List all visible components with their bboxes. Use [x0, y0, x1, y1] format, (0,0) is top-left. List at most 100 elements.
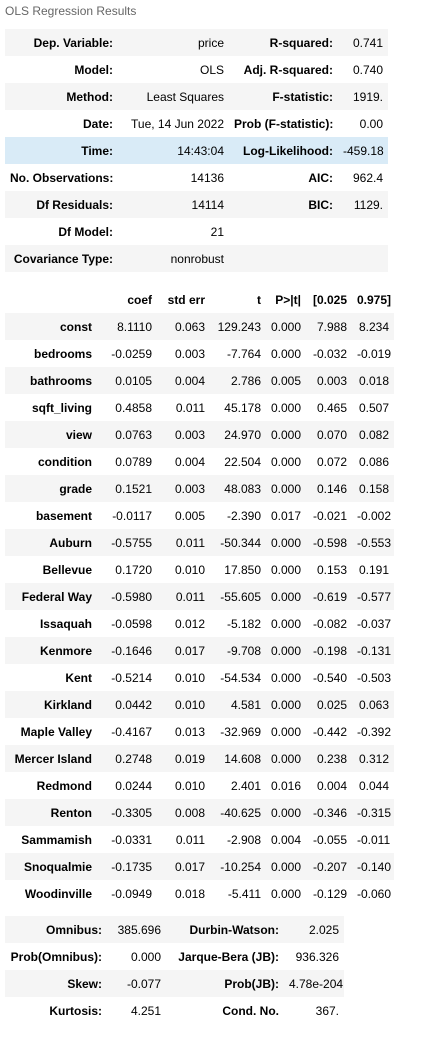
coefficient-value: -54.534: [220, 670, 261, 685]
summary-label: Adj. R-squared:: [243, 62, 333, 77]
coefficient-value: 0.000: [271, 481, 302, 496]
diagnostic-value: 367.: [315, 1003, 339, 1018]
coefficient-value: -10.254: [220, 859, 261, 874]
summary-row: Model: OLS Adj. R-squared: 0.740: [5, 56, 388, 83]
coefficient-value: -55.605: [220, 589, 261, 604]
variable-name: Sammamish: [21, 832, 92, 847]
column-header: [5, 284, 97, 313]
summary-table: Dep. Variable: price R-squared: 0.741 Model:…: [5, 29, 388, 272]
summary-label: [229, 245, 338, 272]
diagnostic-label: Skew:: [67, 976, 102, 991]
table-row: Kenmore -0.1646 0.017 -9.708 0.000 -0.198 -0.1…: [5, 637, 394, 664]
coefficient-value: 8.1110: [117, 319, 152, 334]
coefficient-value: 0.004: [316, 778, 347, 793]
coefficient-value: -0.598: [312, 535, 347, 550]
variable-name: bedrooms: [33, 346, 92, 361]
coefficient-value: 0.000: [271, 697, 302, 712]
variable-name: Kirkland: [43, 697, 92, 712]
coefficient-value: 0.003: [174, 481, 205, 496]
coefficient-value: 0.017: [174, 859, 205, 874]
coefficient-value: 0.008: [174, 805, 205, 820]
coefficient-value: 2.786: [230, 373, 261, 388]
column-header: coef: [127, 292, 152, 307]
summary-row: Df Residuals: 14114 BIC: 1129.: [5, 191, 388, 218]
column-header: [0.025: [312, 292, 347, 307]
table-row: basement -0.0117 0.005 -2.390 0.017 -0.021 -0.…: [5, 502, 394, 529]
summary-value: 0.741: [352, 35, 383, 50]
diagnostic-label: Prob(JB):: [224, 976, 279, 991]
coefficient-value: 0.0763: [115, 427, 152, 442]
table-row: Auburn -0.5755 0.011 -50.344 0.000 -0.598 -0.5…: [5, 529, 394, 556]
summary-value: OLS: [199, 62, 224, 77]
coefficient-value: -0.5755: [111, 535, 152, 550]
table-row: grade 0.1521 0.003 48.083 0.000 0.146 0.158: [5, 475, 394, 502]
coefficient-value: 0.070: [316, 427, 347, 442]
coefficient-value: 0.000: [271, 427, 302, 442]
diagnostic-label: Prob(Omnibus):: [10, 949, 102, 964]
coefficient-value: 0.005: [174, 508, 205, 523]
coefficient-value: -0.0598: [111, 616, 152, 631]
coefficient-value: -0.002: [357, 508, 392, 523]
summary-row: Time: 14:43:04 Log-Likelihood: -459.18: [5, 137, 388, 164]
summary-value: Tue, 14 Jun 2022: [131, 116, 224, 131]
summary-row: No. Observations: 14136 AIC: 962.4: [5, 164, 388, 191]
table-row: Kent -0.5214 0.010 -54.534 0.000 -0.540 -0.503: [5, 664, 394, 691]
summary-label: BIC:: [308, 197, 333, 212]
summary-value: 1919.: [352, 89, 383, 104]
summary-label: Time:: [81, 143, 113, 158]
diagnostics-table: Omnibus: 385.696 Durbin-Watson: 2.025 Prob(O…: [5, 916, 344, 1024]
diagnostic-value: 4.78e-204: [289, 976, 344, 991]
coefficient-value: 0.010: [174, 778, 205, 793]
coefficient-value: -50.344: [220, 535, 261, 550]
summary-label: Df Model:: [58, 224, 113, 239]
coefficient-value: -0.1735: [111, 859, 152, 874]
table-row: Federal Way -0.5980 0.011 -55.605 0.000 -0.61…: [5, 583, 394, 610]
coefficient-value: 0.086: [358, 454, 389, 469]
coefficient-value: 2.401: [230, 778, 261, 793]
diagnostics-row: Prob(Omnibus): 0.000 Jarque-Bera (JB): 936.…: [5, 943, 344, 970]
coefficient-value: 0.000: [271, 562, 302, 577]
coefficient-value: 0.003: [316, 373, 347, 388]
summary-label: F-statistic:: [272, 89, 333, 104]
variable-name: bathrooms: [29, 373, 92, 388]
column-header: std err: [167, 292, 205, 307]
coefficient-value: -0.0259: [111, 346, 152, 361]
diagnostics-row: Kurtosis: 4.251 Cond. No. 367.: [5, 997, 344, 1024]
diagnostics-row: Omnibus: 385.696 Durbin-Watson: 2.025: [5, 916, 344, 943]
coefficient-value: 0.063: [358, 697, 389, 712]
diagnostic-value: 385.696: [117, 922, 161, 937]
table-row: Kirkland 0.0442 0.010 4.581 0.000 0.025 0.063: [5, 691, 394, 718]
variable-name: Bellevue: [42, 562, 92, 577]
coefficient-value: 0.000: [271, 805, 302, 820]
coefficient-value: 0.072: [316, 454, 347, 469]
coefficient-value: 0.0442: [115, 697, 152, 712]
summary-value: 0.00: [359, 116, 383, 131]
table-caption: OLS Regression Results: [5, 4, 137, 18]
coefficient-value: -0.060: [357, 886, 392, 901]
diagnostics-row: Skew: -0.077 Prob(JB): 4.78e-204: [5, 970, 344, 997]
variable-name: Auburn: [49, 535, 92, 550]
summary-label: Log-Likelihood:: [243, 143, 333, 158]
summary-row: Covariance Type: nonrobust: [5, 245, 388, 272]
variable-name: Maple Valley: [20, 724, 92, 739]
coefficient-value: 0.0105: [115, 373, 152, 388]
coefficient-value: 0.082: [358, 427, 389, 442]
coefficient-value: 0.011: [175, 535, 205, 550]
coefficient-value: 0.000: [271, 589, 302, 604]
summary-value: price: [197, 35, 224, 50]
coefficient-value: 0.000: [271, 346, 302, 361]
coefficient-value: 0.000: [271, 454, 302, 469]
summary-label: Dep. Variable:: [33, 35, 113, 50]
summary-label: [229, 218, 338, 245]
coefficient-value: -32.969: [220, 724, 261, 739]
coefficient-value: -0.346: [312, 805, 347, 820]
coefficient-value: 4.581: [230, 697, 261, 712]
coefficient-value: -0.503: [357, 670, 392, 685]
coefficient-value: 0.004: [174, 373, 205, 388]
coefficient-value: -0.619: [312, 589, 347, 604]
coefficient-value: -0.0331: [111, 832, 152, 847]
coefficient-value: 0.004: [174, 454, 205, 469]
coefficient-value: -7.764: [226, 346, 261, 361]
coefficient-value: 129.243: [217, 319, 261, 334]
coefficient-value: -0.011: [357, 832, 391, 847]
